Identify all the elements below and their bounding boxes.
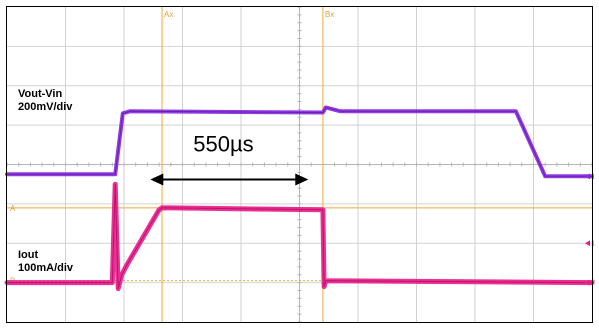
cursor-label-bx: Bx <box>325 10 334 19</box>
channel2-name: Iout <box>18 249 38 261</box>
channel-labels: Vout-Vin 200mV/div Iout 100mA/div <box>18 88 74 274</box>
duration-arrow-left-head <box>150 173 164 186</box>
channel2-scale: 100mA/div <box>18 262 74 274</box>
channel1-scale: 200mV/div <box>18 101 73 113</box>
duration-label: 550µs <box>193 132 253 157</box>
cursor-label-ax: Ax <box>164 10 173 19</box>
channel-marker-arrow <box>585 240 590 247</box>
trace-core-vout-vin <box>7 106 592 177</box>
annotations: 550µs <box>150 132 309 186</box>
grid <box>6 6 593 323</box>
traces <box>4 105 595 291</box>
channel-marker-arrow <box>585 279 590 286</box>
channel1-name: Vout-Vin <box>18 88 62 100</box>
trace-core-iout <box>7 183 593 289</box>
channel-marker-arrow <box>585 173 590 180</box>
duration-arrow-right-head <box>295 173 309 186</box>
plot-border <box>6 6 593 323</box>
cursor-label-a: A <box>10 204 16 213</box>
